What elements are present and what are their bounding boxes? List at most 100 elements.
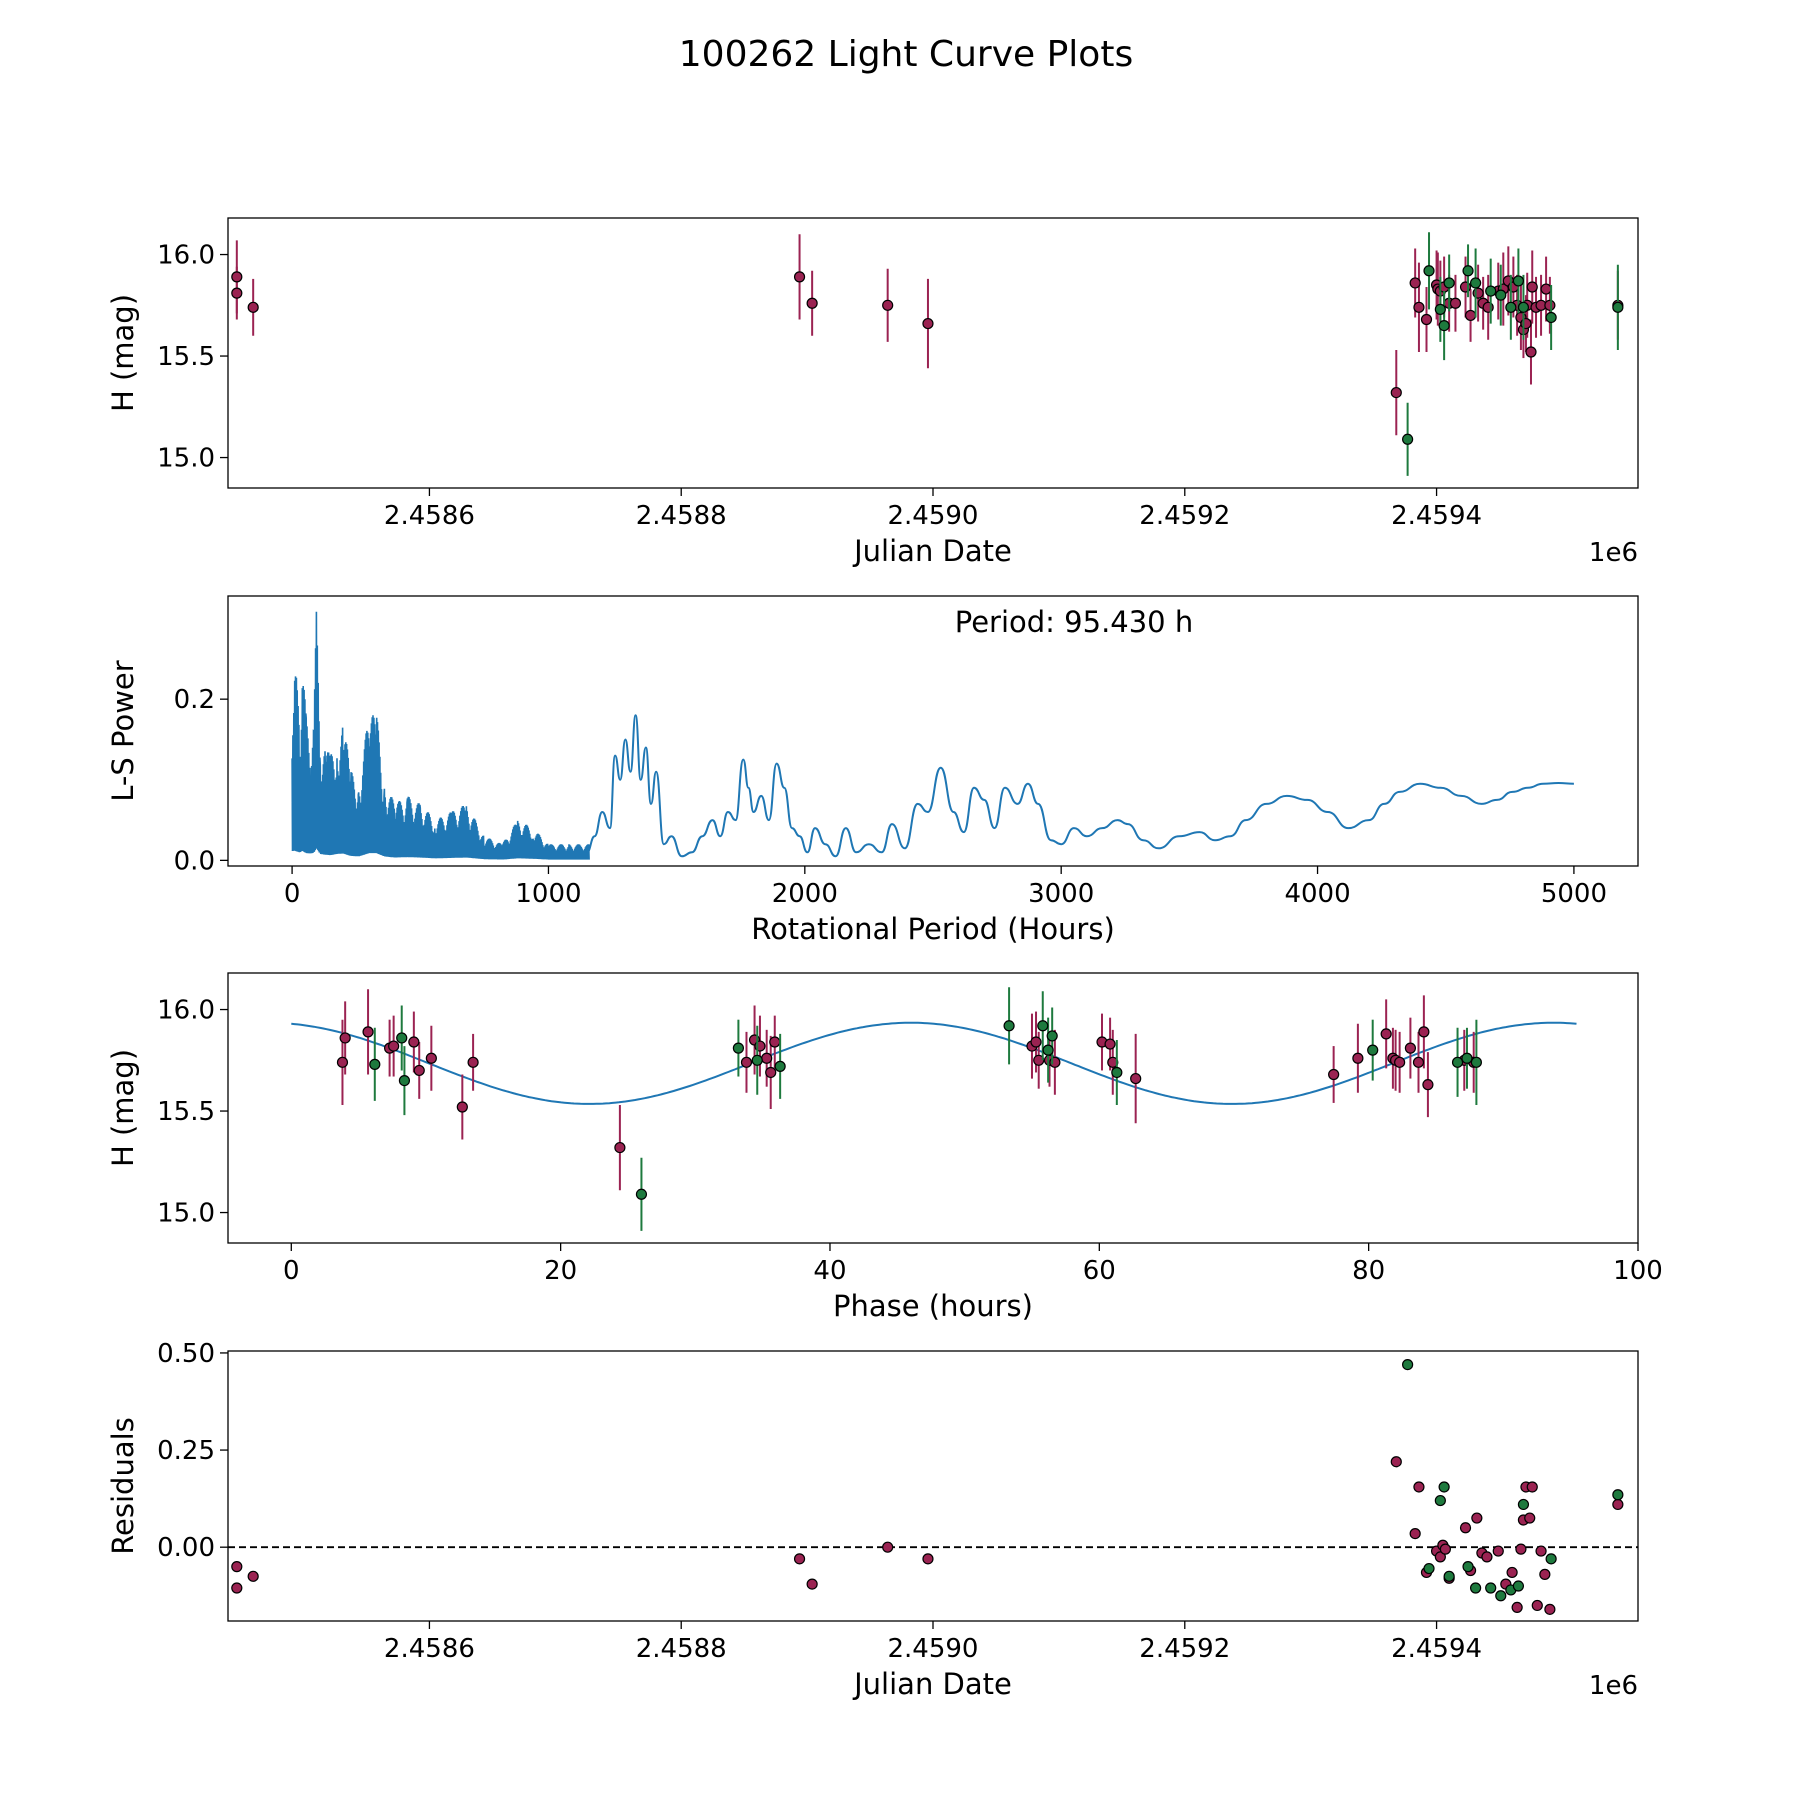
phased-point (413, 1064, 425, 1077)
phased-point (1003, 1020, 1015, 1032)
residuals-point (1526, 1481, 1538, 1493)
periodogram-xtick-label: 5000 (1541, 879, 1607, 909)
residuals-point (1535, 1545, 1547, 1557)
lightcurve-ytick-label: 16.0 (157, 241, 215, 271)
lightcurve-point (247, 301, 259, 313)
lightcurve-xtick-label: 2.4594 (1391, 501, 1482, 531)
residuals-point (1612, 1489, 1624, 1501)
residuals-point (1434, 1551, 1446, 1563)
lightcurve-point (1390, 386, 1402, 399)
phased-point (1418, 1026, 1430, 1038)
lightcurve-point (1525, 346, 1537, 358)
residuals-point (231, 1582, 243, 1594)
residuals-point (922, 1553, 934, 1565)
residuals-xtick-label: 2.4592 (1139, 1634, 1230, 1664)
phased-point (1394, 1056, 1406, 1068)
phased-xtick-label: 40 (813, 1256, 846, 1286)
residuals-point (1524, 1512, 1536, 1524)
phased-point (1130, 1072, 1142, 1085)
lightcurve-point (793, 271, 806, 283)
residuals-point (1469, 1582, 1482, 1594)
period-annotation: Period: 95.430 h (955, 605, 1194, 639)
residuals-point (1506, 1566, 1518, 1579)
phased-data (291, 987, 1577, 1231)
lightcurve-point (1420, 313, 1433, 326)
residuals-xtick-label: 2.4586 (384, 1634, 475, 1664)
phased-point (1352, 1052, 1364, 1064)
phased-point (761, 1052, 773, 1064)
residuals-xtick-label: 2.4594 (1391, 1634, 1482, 1664)
residuals-point (1485, 1582, 1497, 1594)
lightcurve-point (1544, 299, 1556, 311)
residuals-point (1544, 1603, 1556, 1615)
residuals-data (228, 1358, 1638, 1615)
lightcurve-point (1423, 265, 1435, 277)
plots-layer: 2.4586 2.4588 2.4590 2.4592 2.4594 15.0 15.5 16… (106, 217, 1663, 1701)
phased-point (1104, 1038, 1116, 1050)
phased-point (1328, 1068, 1340, 1081)
residuals-point (806, 1578, 818, 1590)
residuals-point (1471, 1512, 1483, 1524)
periodogram-xtick-label: 0 (284, 879, 301, 909)
periodogram-xtick-label: 2000 (772, 879, 838, 909)
figure-title: 100262 Light Curve Plots (679, 34, 1133, 75)
residuals-point (1612, 1498, 1624, 1511)
periodogram-data (291, 611, 1574, 860)
phased-point (732, 1042, 745, 1054)
lightcurve-point (1449, 297, 1462, 309)
phased-point (1042, 1044, 1054, 1056)
residuals-point (1439, 1543, 1451, 1555)
lightcurve-point (1540, 283, 1552, 295)
phased-point (425, 1052, 437, 1064)
periodogram-panel: 0 1000 2000 3000 4000 5000 0.0 0.2 Rotational Pe… (106, 595, 1639, 946)
lightcurve-panel: 2.4586 2.4588 2.4590 2.4592 2.4594 15.0 15.5 16… (106, 217, 1639, 568)
phased-point (614, 1141, 626, 1154)
lightcurve-point (1409, 277, 1421, 289)
phased-point (774, 1060, 786, 1072)
periodogram-xtick-label: 1000 (515, 879, 581, 909)
phased-point (1422, 1079, 1434, 1091)
residuals-ylabel: Residuals (106, 1417, 140, 1555)
lightcurve-point (1438, 319, 1450, 332)
lightcurve-xtick-label: 2.4592 (1139, 501, 1230, 531)
residuals-point (1402, 1358, 1414, 1371)
phased-point (408, 1036, 420, 1048)
residuals-offset-label: 1e6 (1589, 1671, 1638, 1701)
residuals-point (1495, 1590, 1507, 1602)
lightcurve-point (1517, 301, 1530, 313)
phased-point (388, 1040, 400, 1052)
residuals-point (1443, 1570, 1455, 1582)
periodogram-dense-line (291, 611, 590, 860)
phased-point (1046, 1030, 1058, 1042)
lightcurve-point (882, 299, 894, 311)
phased-point (1451, 1056, 1464, 1068)
lightcurve-xtick-label: 2.4588 (636, 501, 727, 531)
residuals-ytick-label: 0.25 (157, 1436, 215, 1466)
residuals-point (1390, 1456, 1402, 1468)
periodogram-xtick-label: 4000 (1284, 879, 1350, 909)
phased-ytick-label: 15.5 (157, 1097, 215, 1127)
phased-point (369, 1058, 381, 1070)
phased-point (1461, 1052, 1473, 1064)
phased-xtick-label: 80 (1352, 1256, 1385, 1286)
residuals-ytick-label: 0.00 (157, 1533, 215, 1563)
periodogram-ytick-label: 0.0 (174, 846, 215, 876)
phased-point (1470, 1056, 1482, 1068)
phased-point (396, 1032, 408, 1044)
phased-point (456, 1101, 468, 1113)
phased-point (1412, 1056, 1425, 1068)
lightcurve-ylabel: H (mag) (106, 294, 140, 412)
phased-ylabel: H (mag) (106, 1049, 140, 1167)
residuals-point (1545, 1553, 1557, 1565)
residuals-xtick-label: 2.4588 (636, 1634, 727, 1664)
residuals-point (1492, 1545, 1504, 1557)
residuals-point (1434, 1494, 1446, 1507)
phased-point (336, 1056, 349, 1068)
phased-point (1111, 1066, 1123, 1079)
lightcurve-frame (227, 217, 1639, 489)
lightcurve-point (1462, 265, 1474, 277)
phased-frame (227, 972, 1639, 1244)
residuals-point (1409, 1527, 1421, 1540)
lightcurve-point (1464, 309, 1477, 322)
